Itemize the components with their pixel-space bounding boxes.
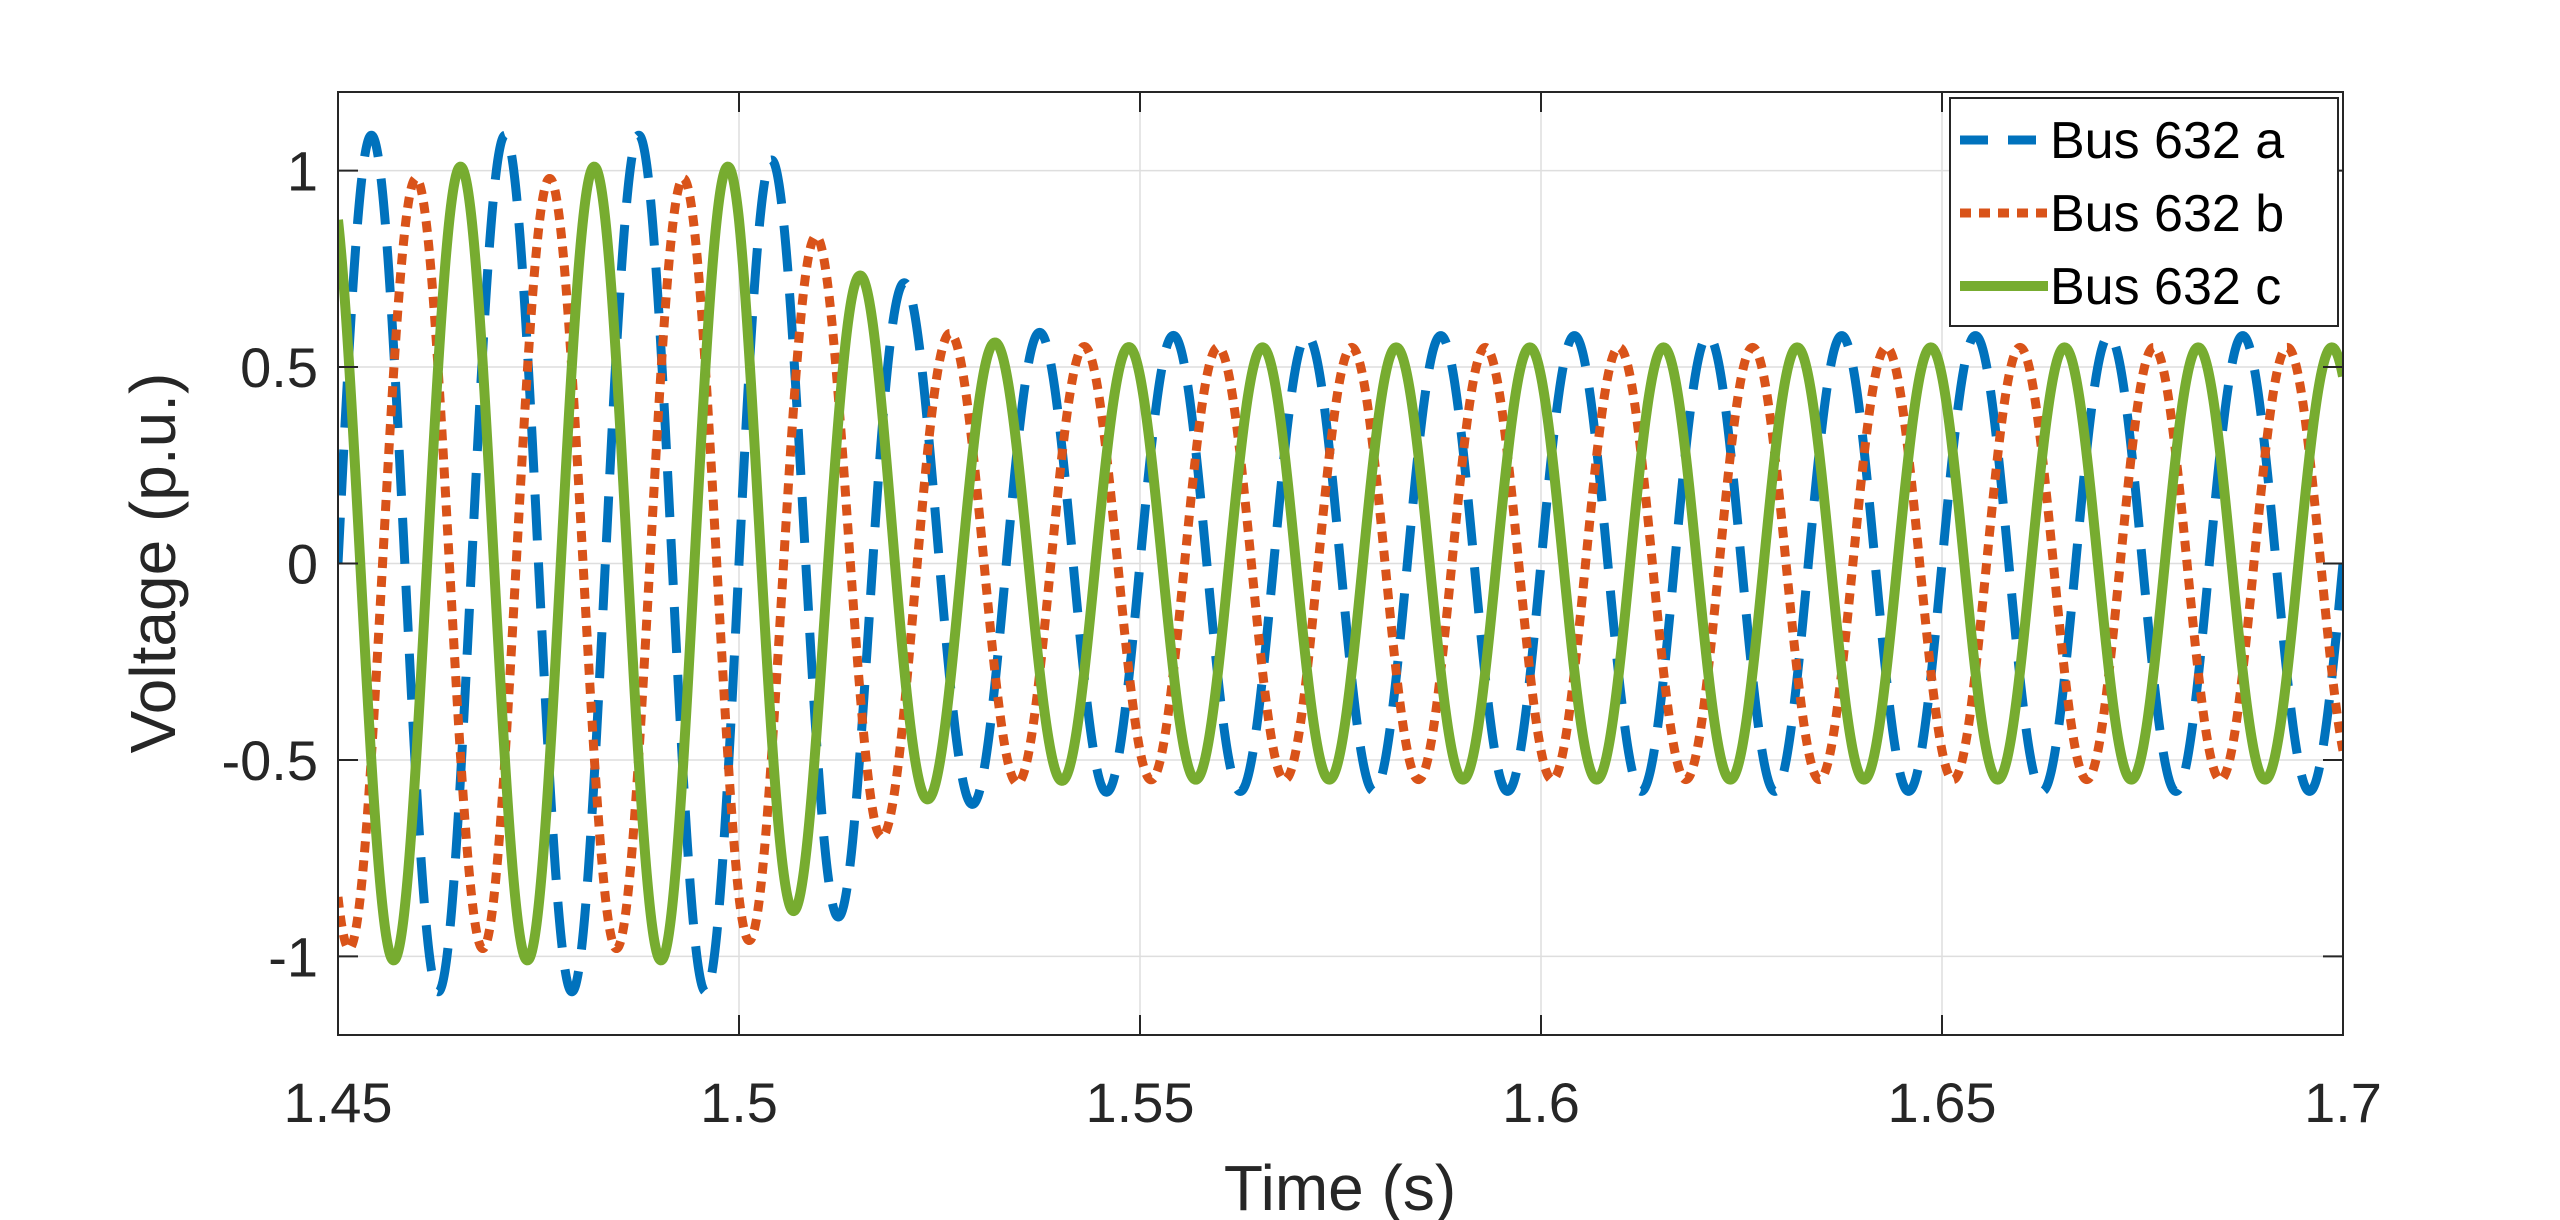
y-tick-labels: -1 -0.5 0 0.5 1 — [222, 140, 319, 989]
series-line-2 — [338, 161, 2343, 966]
x-tick-label: 1.6 — [1502, 1071, 1580, 1134]
y-tick-label: 0.5 — [240, 336, 318, 399]
series-line-0 — [338, 130, 2343, 997]
x-axis-label: Time (s) — [1224, 1152, 1456, 1220]
series-line-1 — [338, 173, 2343, 954]
x-tick-label: 1.45 — [284, 1071, 393, 1134]
x-tick-label: 1.5 — [700, 1071, 778, 1134]
legend-label-1: Bus 632 b — [2050, 185, 2284, 243]
y-tick-label: -1 — [268, 925, 318, 988]
y-axis-label: Voltage (p.u.) — [117, 373, 189, 754]
legend: Bus 632 a Bus 632 b Bus 632 c — [1949, 97, 2339, 327]
y-tick-label: -0.5 — [222, 729, 319, 792]
x-tick-labels: 1.45 1.5 1.55 1.6 1.65 1.7 — [284, 1071, 2382, 1134]
tick-marks — [337, 92, 2344, 1035]
x-tick-label: 1.65 — [1888, 1071, 1997, 1134]
legend-label-2: Bus 632 c — [2050, 258, 2281, 316]
y-tick-label: 0 — [287, 533, 318, 596]
legend-label-0: Bus 632 a — [2050, 112, 2284, 170]
series-group — [338, 130, 2343, 997]
y-tick-label: 1 — [287, 140, 318, 203]
x-tick-label: 1.7 — [2304, 1071, 2382, 1134]
x-tick-label: 1.55 — [1086, 1071, 1195, 1134]
